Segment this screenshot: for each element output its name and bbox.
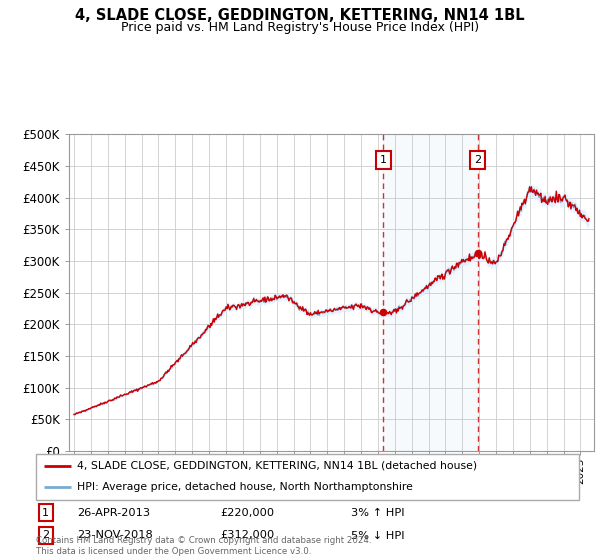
Bar (383, 134, 478, 451)
Text: 4, SLADE CLOSE, GEDDINGTON, KETTERING, NN14 1BL: 4, SLADE CLOSE, GEDDINGTON, KETTERING, N… (75, 8, 525, 24)
Text: 2: 2 (474, 155, 481, 165)
Text: Price paid vs. HM Land Registry's House Price Index (HPI): Price paid vs. HM Land Registry's House … (121, 21, 479, 34)
FancyBboxPatch shape (36, 454, 579, 500)
Text: HPI: Average price, detached house, North Northamptonshire: HPI: Average price, detached house, Nort… (77, 482, 413, 492)
Text: 3% ↑ HPI: 3% ↑ HPI (351, 508, 404, 518)
Text: 4, SLADE CLOSE, GEDDINGTON, KETTERING, NN14 1BL (detached house): 4, SLADE CLOSE, GEDDINGTON, KETTERING, N… (77, 461, 477, 471)
Text: 26-APR-2013: 26-APR-2013 (77, 508, 150, 518)
Text: 23-NOV-2018: 23-NOV-2018 (77, 530, 152, 540)
Text: 1: 1 (380, 155, 387, 165)
Text: 1: 1 (42, 508, 49, 518)
Text: 5% ↓ HPI: 5% ↓ HPI (351, 530, 404, 540)
Text: Contains HM Land Registry data © Crown copyright and database right 2024.
This d: Contains HM Land Registry data © Crown c… (36, 536, 371, 556)
Text: £312,000: £312,000 (221, 530, 275, 540)
Text: 2: 2 (42, 530, 49, 540)
Text: £220,000: £220,000 (221, 508, 275, 518)
